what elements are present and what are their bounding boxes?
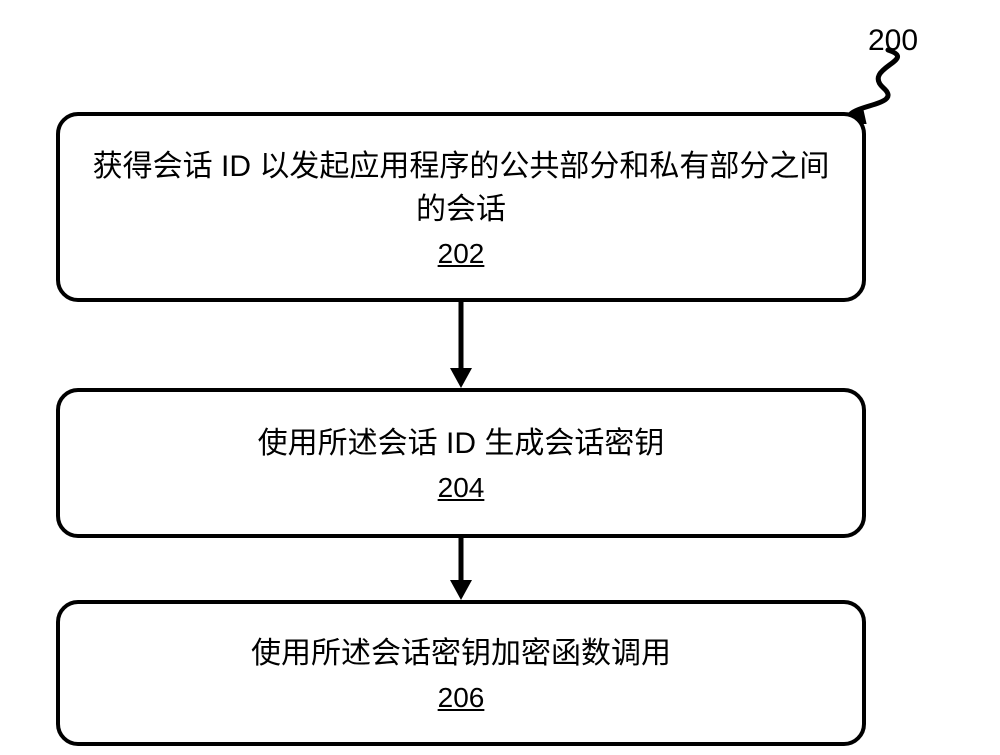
flow-step-204: 使用所述会话 ID 生成会话密钥 204	[56, 388, 866, 538]
flow-step-text: 使用所述会话密钥加密函数调用	[251, 632, 671, 676]
flow-step-206: 使用所述会话密钥加密函数调用 206	[56, 600, 866, 746]
flow-step-ref: 202	[438, 238, 485, 270]
flow-step-ref: 206	[438, 682, 485, 714]
flow-arrow-1	[445, 302, 477, 388]
flow-step-202: 获得会话 ID 以发起应用程序的公共部分和私有部分之间的会话 202	[56, 112, 866, 302]
flow-step-text: 获得会话 ID 以发起应用程序的公共部分和私有部分之间的会话	[90, 145, 832, 232]
flow-step-ref: 204	[438, 472, 485, 504]
flow-arrow-2	[445, 538, 477, 600]
flowchart-canvas: 200 获得会话 ID 以发起应用程序的公共部分和私有部分之间的会话 202 使…	[0, 0, 1000, 755]
flow-step-text: 使用所述会话 ID 生成会话密钥	[258, 422, 665, 466]
